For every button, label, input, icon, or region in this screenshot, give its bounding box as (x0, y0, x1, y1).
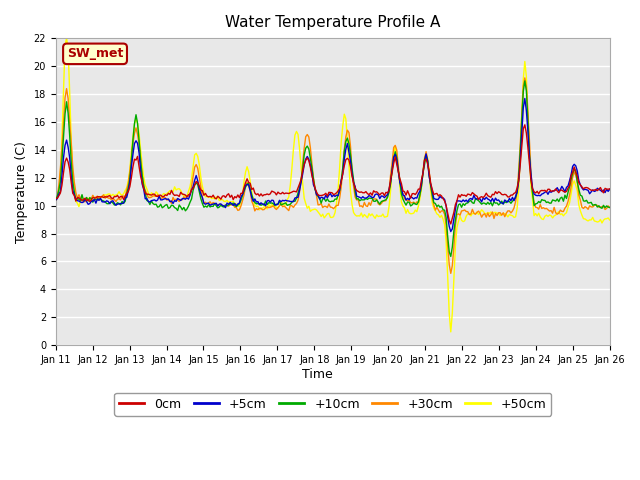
Y-axis label: Temperature (C): Temperature (C) (15, 141, 28, 242)
0cm (120, 197, 127, 203)
+5cm (521, 96, 529, 101)
+10cm (606, 204, 614, 210)
+10cm (521, 78, 529, 84)
+30cm (120, 193, 127, 199)
+10cm (578, 193, 586, 199)
+10cm (52, 197, 60, 203)
+10cm (447, 253, 454, 259)
+10cm (294, 190, 302, 196)
+30cm (606, 204, 614, 210)
0cm (52, 196, 60, 202)
Line: 0cm: 0cm (56, 125, 610, 224)
Line: +10cm: +10cm (56, 81, 610, 256)
+50cm (578, 212, 586, 218)
+50cm (237, 195, 244, 201)
0cm (447, 221, 454, 227)
Text: SW_met: SW_met (67, 48, 124, 60)
0cm (521, 122, 529, 128)
+50cm (246, 179, 254, 184)
+5cm (52, 197, 60, 203)
+5cm (578, 185, 586, 191)
+5cm (447, 228, 454, 234)
+50cm (63, 35, 70, 41)
+30cm (236, 207, 243, 213)
+50cm (296, 146, 303, 152)
+50cm (52, 197, 60, 203)
+30cm (578, 204, 586, 210)
0cm (236, 195, 243, 201)
+10cm (120, 201, 127, 206)
+50cm (606, 217, 614, 223)
0cm (245, 180, 253, 185)
0cm (294, 185, 302, 191)
+5cm (120, 200, 127, 206)
0cm (578, 184, 586, 190)
+50cm (447, 329, 454, 335)
+10cm (245, 180, 253, 186)
+10cm (217, 202, 225, 208)
Title: Water Temperature Profile A: Water Temperature Profile A (225, 15, 440, 30)
+30cm (521, 75, 529, 81)
+30cm (52, 197, 60, 203)
+5cm (245, 182, 253, 188)
+5cm (236, 200, 243, 206)
0cm (217, 196, 225, 202)
Line: +50cm: +50cm (56, 38, 610, 332)
0cm (606, 186, 614, 192)
+50cm (122, 188, 129, 193)
Legend: 0cm, +5cm, +10cm, +30cm, +50cm: 0cm, +5cm, +10cm, +30cm, +50cm (115, 393, 551, 416)
+30cm (294, 197, 302, 203)
+30cm (217, 202, 225, 207)
X-axis label: Time: Time (302, 368, 333, 381)
Line: +30cm: +30cm (56, 78, 610, 273)
+50cm (219, 197, 227, 203)
+5cm (217, 201, 225, 207)
+30cm (447, 270, 454, 276)
+5cm (294, 194, 302, 200)
+30cm (245, 183, 253, 189)
+5cm (606, 186, 614, 192)
Line: +5cm: +5cm (56, 98, 610, 231)
+10cm (236, 201, 243, 207)
